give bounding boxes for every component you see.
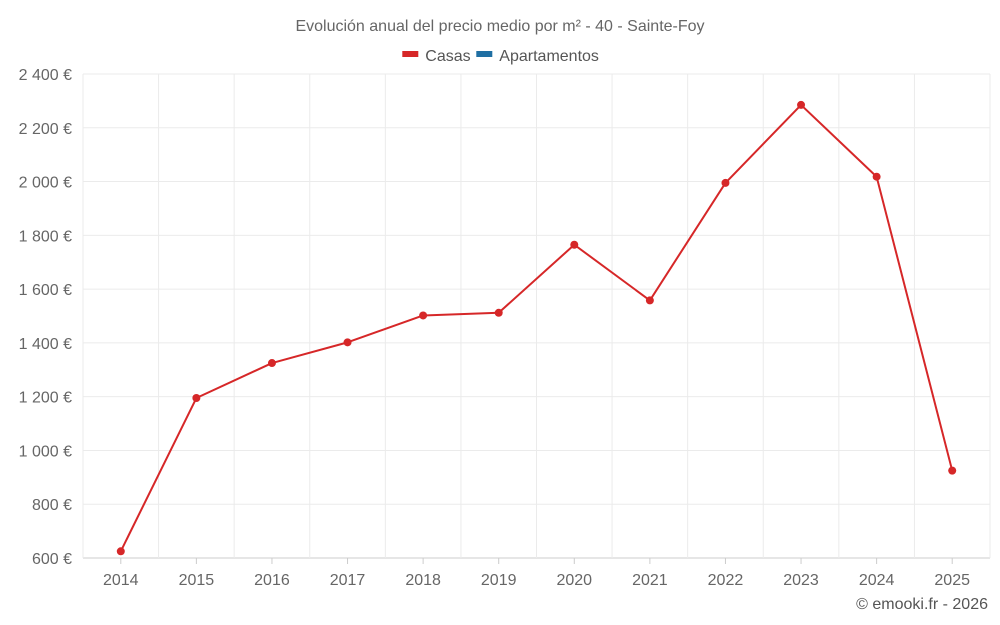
x-tick-label: 2020 bbox=[556, 572, 592, 589]
data-point[interactable] bbox=[948, 466, 957, 475]
grid-lines bbox=[82, 73, 991, 559]
x-tick-label: 2025 bbox=[934, 572, 970, 589]
y-tick-label: 1 600 € bbox=[19, 282, 72, 299]
legend: Casas Apartamentos bbox=[402, 48, 599, 65]
x-tick-label: 2017 bbox=[330, 572, 366, 589]
legend-item-casas[interactable]: Casas bbox=[402, 48, 471, 65]
y-tick-label: 800 € bbox=[32, 497, 72, 514]
x-tick-label: 2021 bbox=[632, 572, 668, 589]
x-tick-label: 2016 bbox=[254, 572, 290, 589]
legend-label: Apartamentos bbox=[499, 48, 599, 65]
data-point[interactable] bbox=[192, 394, 201, 403]
data-point[interactable] bbox=[645, 296, 654, 305]
y-tick-label: 600 € bbox=[32, 551, 72, 568]
y-tick-label: 2 200 € bbox=[19, 121, 72, 138]
legend-item-apartamentos[interactable]: Apartamentos bbox=[476, 48, 599, 65]
x-axis: 2014 2015 2016 2017 2018 2019 2020 2021 2022 2023… bbox=[103, 558, 970, 589]
x-tick-label: 2014 bbox=[103, 572, 139, 589]
chart-title: Evolución anual del precio medio por m² … bbox=[295, 18, 704, 35]
y-tick-label: 1 800 € bbox=[19, 228, 72, 245]
y-tick-label: 1 000 € bbox=[19, 443, 72, 460]
y-tick-label: 1 200 € bbox=[19, 390, 72, 407]
legend-label: Casas bbox=[425, 48, 470, 65]
footer-credit: © emooki.fr - 2026 bbox=[856, 596, 988, 613]
legend-swatch bbox=[402, 51, 419, 57]
data-point[interactable] bbox=[494, 308, 503, 317]
legend-swatch bbox=[476, 51, 493, 57]
x-tick-label: 2015 bbox=[179, 572, 215, 589]
y-tick-label: 2 000 € bbox=[19, 175, 72, 192]
data-point[interactable] bbox=[872, 172, 881, 181]
data-point[interactable] bbox=[721, 178, 730, 187]
x-tick-label: 2019 bbox=[481, 572, 517, 589]
x-tick-label: 2022 bbox=[708, 572, 744, 589]
data-point[interactable] bbox=[797, 100, 806, 109]
y-tick-label: 2 400 € bbox=[19, 67, 72, 84]
series-line-casas bbox=[119, 103, 954, 552]
x-tick-label: 2018 bbox=[405, 572, 441, 589]
y-axis: 600 € 800 € 1 000 € 1 200 € 1 400 € 1 600 € 1 … bbox=[19, 67, 72, 568]
data-point[interactable] bbox=[419, 311, 428, 320]
y-tick-label: 1 400 € bbox=[19, 336, 72, 353]
x-tick-label: 2023 bbox=[783, 572, 819, 589]
data-point[interactable] bbox=[116, 547, 125, 556]
series-layer bbox=[116, 100, 957, 556]
data-point[interactable] bbox=[343, 338, 352, 347]
data-point[interactable] bbox=[570, 240, 579, 249]
x-tick-label: 2024 bbox=[859, 572, 895, 589]
data-point[interactable] bbox=[267, 359, 276, 368]
